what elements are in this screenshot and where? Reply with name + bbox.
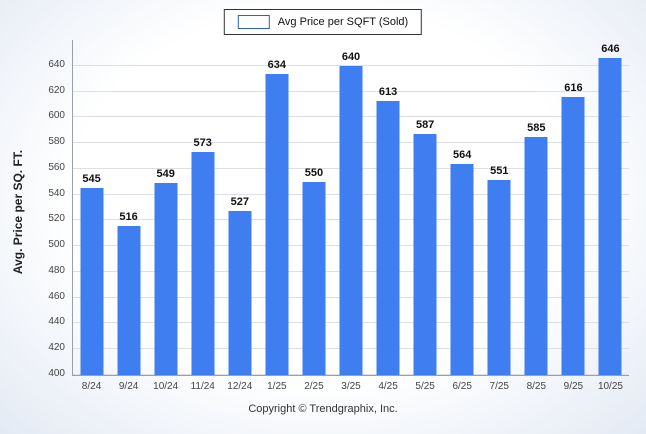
y-axis-tick-label: 640 xyxy=(48,58,65,70)
y-axis-tick-label: 420 xyxy=(48,342,65,354)
bar xyxy=(302,181,326,375)
y-axis-tick-label: 540 xyxy=(48,187,65,199)
chart-legend: Avg Price per SQFT (Sold) xyxy=(223,9,423,35)
y-axis-tick-label: 520 xyxy=(48,213,65,225)
bar-value-label: 549 xyxy=(156,168,175,181)
bar xyxy=(413,134,437,375)
y-axis-tick-label: 560 xyxy=(48,161,65,173)
bar xyxy=(154,183,178,375)
x-axis-tick-label: 11/24 xyxy=(190,381,215,392)
bar xyxy=(487,180,511,375)
x-axis-tick-label: 12/24 xyxy=(227,381,253,392)
x-axis-tick-label: 4/25 xyxy=(378,381,398,392)
bar xyxy=(598,58,622,375)
bar-value-label: 640 xyxy=(341,50,361,63)
x-axis-tick-label: 3/25 xyxy=(341,381,361,392)
y-axis-tick-label: 440 xyxy=(48,316,65,328)
legend-series-label: Avg Price per SQFT (Sold) xyxy=(277,16,409,28)
y-axis-tick-label: 460 xyxy=(48,290,65,302)
copyright-text: Copyright © Trendgraphix, Inc. xyxy=(248,403,398,415)
legend-swatch-blue xyxy=(237,15,270,29)
bar-value-label: 550 xyxy=(304,166,324,179)
bar-value-label: 545 xyxy=(82,173,101,186)
y-axis-tick-label: 400 xyxy=(48,368,65,379)
x-axis-tick-label: 5/25 xyxy=(415,381,435,392)
x-axis-tick-label: 6/25 xyxy=(452,381,472,392)
bar-value-label: 551 xyxy=(490,165,509,178)
y-axis-tick-label: 500 xyxy=(48,239,65,251)
bar-value-label: 573 xyxy=(193,137,212,150)
bar-value-label: 516 xyxy=(119,210,138,223)
bar xyxy=(265,73,289,375)
bar xyxy=(80,188,104,375)
y-axis-tick-label: 580 xyxy=(48,136,65,148)
y-axis-tick-label: 480 xyxy=(48,264,65,276)
plot-area: 400 420 440 460 480 500 520 540 560 580 600 620 640 5… xyxy=(48,40,629,392)
bar-value-label: 646 xyxy=(601,43,620,56)
bar-value-label: 585 xyxy=(527,121,546,134)
bar xyxy=(524,136,548,375)
bar xyxy=(376,100,400,375)
x-axis-tick-label: 1/25 xyxy=(267,381,287,392)
bar xyxy=(191,152,215,375)
bar-value-label: 616 xyxy=(564,81,583,94)
bar-value-label: 613 xyxy=(378,85,398,98)
x-axis-tick-label: 8/24 xyxy=(81,381,102,392)
x-axis-tick-label: 10/24 xyxy=(153,381,179,392)
y-axis-title: Avg. Price per SQ. FT. xyxy=(11,149,25,275)
y-axis-tick-label: 600 xyxy=(48,110,65,122)
x-axis-tick-label: 7/25 xyxy=(489,381,509,392)
x-axis-tick-label: 9/24 xyxy=(118,381,139,392)
gridline xyxy=(73,64,629,66)
x-axis-tick-label: 10/25 xyxy=(597,381,623,392)
bar xyxy=(339,65,363,375)
x-axis-tick-label: 2/25 xyxy=(304,381,324,392)
bar-value-label: 587 xyxy=(415,119,435,132)
y-axis-tick-label: 620 xyxy=(48,84,65,96)
bar xyxy=(450,163,474,375)
bar xyxy=(117,225,141,375)
bar-value-label: 527 xyxy=(230,196,249,209)
x-axis-tick-label: 8/25 xyxy=(526,381,547,392)
bar xyxy=(561,96,585,375)
bar-value-label: 634 xyxy=(267,58,287,71)
bar-value-label: 564 xyxy=(453,148,472,161)
x-axis-tick-label: 9/25 xyxy=(563,381,584,392)
bar xyxy=(228,211,252,375)
